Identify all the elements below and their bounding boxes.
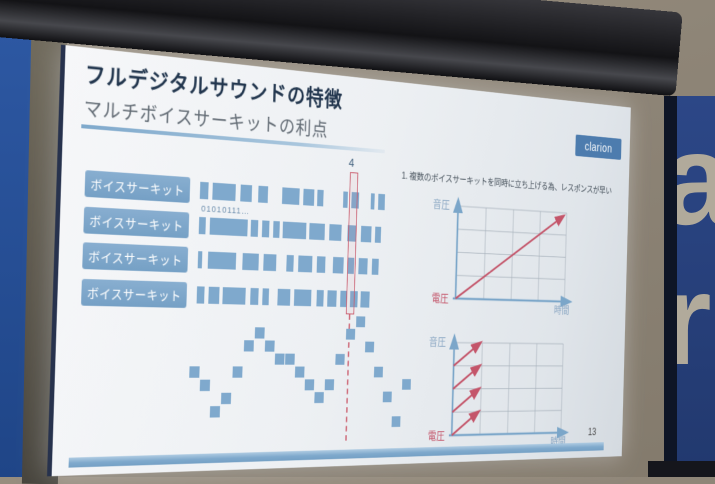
voice-circuit-button: ボイスサーキット bbox=[85, 170, 191, 203]
waveform-pixel bbox=[335, 354, 344, 365]
bit-bar bbox=[222, 287, 245, 305]
bit-bar bbox=[262, 288, 269, 305]
waveform-pixel bbox=[285, 354, 295, 365]
waveform-pixel bbox=[402, 379, 411, 390]
waveform-pixel bbox=[392, 416, 401, 427]
digital-bitstream bbox=[197, 286, 403, 308]
y-axis-label: 音圧 bbox=[433, 198, 450, 212]
bit-bar bbox=[327, 290, 337, 307]
wall-banner: a r bbox=[664, 96, 715, 464]
bit-bar bbox=[199, 216, 206, 233]
page-number: 13 bbox=[588, 426, 597, 438]
waveform-pixel bbox=[189, 366, 199, 377]
bit-bar bbox=[262, 220, 270, 237]
waveform-pixel bbox=[255, 327, 265, 338]
bottom-right-shadow bbox=[648, 461, 715, 477]
voice-circuit-button: ボイスサーキット bbox=[83, 206, 189, 238]
bit-bar bbox=[372, 259, 379, 275]
bit-bar bbox=[282, 187, 300, 205]
slide-footer-bar bbox=[69, 442, 604, 468]
waveform-pixel bbox=[356, 316, 365, 327]
voice-circuit-button: ボイスサーキット bbox=[81, 278, 187, 307]
bit-bar bbox=[378, 194, 385, 210]
bit-bar bbox=[200, 182, 209, 200]
waveform-pixel bbox=[314, 392, 324, 403]
waveform-pixel bbox=[383, 392, 392, 403]
bit-bar bbox=[258, 186, 268, 203]
waveform-pixel bbox=[210, 406, 220, 418]
projection-screen-slide: フルデジタルサウンドの特徴 マルチボイスサーキットの利点 clarion ボイス… bbox=[47, 45, 631, 477]
sample-count-label: 4 bbox=[349, 156, 355, 170]
waveform-pixel bbox=[232, 366, 242, 377]
y-axis-label: 音圧 bbox=[429, 336, 447, 349]
bit-bar bbox=[317, 256, 326, 273]
bit-bar bbox=[361, 225, 372, 242]
bit-bar bbox=[343, 191, 348, 208]
bit-bar bbox=[375, 226, 381, 242]
clarion-logo: clarion bbox=[575, 134, 621, 159]
waveform-pixel bbox=[365, 342, 374, 353]
bit-bar bbox=[333, 257, 344, 274]
bit-bar bbox=[208, 286, 219, 303]
bit-bar bbox=[371, 193, 375, 209]
bit-bar bbox=[277, 288, 290, 305]
bit-bar bbox=[286, 255, 294, 272]
waveform-pixel bbox=[275, 354, 285, 365]
waveform-pixel bbox=[244, 340, 254, 351]
banner-letter-bottom: r bbox=[664, 254, 712, 384]
graph-simultaneous-response: 音圧電圧時間 bbox=[426, 188, 580, 318]
waveform-pixel bbox=[200, 380, 210, 391]
origin-label: 電圧 bbox=[428, 431, 446, 443]
origin-label: 電圧 bbox=[432, 293, 449, 305]
x-axis-label: 時間 bbox=[554, 305, 570, 317]
bit-bar bbox=[210, 217, 248, 236]
bit-bar bbox=[316, 290, 323, 307]
bit-bar bbox=[360, 291, 369, 307]
bit-bar bbox=[273, 221, 280, 238]
bit-bar bbox=[250, 287, 259, 304]
banner-letter-top: a bbox=[664, 114, 715, 244]
bit-bar bbox=[358, 258, 367, 274]
waveform-pixel bbox=[305, 379, 315, 390]
bit-bar bbox=[198, 251, 203, 268]
waveform-pixel bbox=[374, 367, 383, 378]
waveform-pixel bbox=[325, 379, 334, 390]
waveform-pixel bbox=[265, 340, 275, 351]
bit-bar bbox=[208, 252, 237, 270]
digital-bitstream bbox=[199, 216, 405, 243]
bit-bar bbox=[263, 254, 276, 271]
bit-bar bbox=[309, 223, 325, 240]
bit-bar bbox=[197, 286, 205, 303]
bit-bar bbox=[294, 289, 312, 306]
bit-bar bbox=[212, 183, 236, 201]
bit-bar bbox=[298, 255, 312, 272]
bit-bar bbox=[303, 189, 314, 206]
waveform-pixel bbox=[295, 367, 305, 378]
bit-bar bbox=[283, 221, 307, 239]
waveform-pixel bbox=[221, 393, 231, 404]
bit-bar bbox=[251, 219, 259, 236]
bit-bar bbox=[329, 224, 342, 241]
voice-circuit-button: ボイスサーキット bbox=[82, 242, 188, 272]
digital-bitstream bbox=[198, 251, 404, 276]
bit-bar bbox=[240, 185, 252, 203]
binary-stream-label: 01010111… bbox=[201, 204, 250, 217]
bit-bar bbox=[317, 190, 324, 207]
bit-bar bbox=[242, 253, 259, 270]
waveform-pixel bbox=[346, 329, 355, 340]
